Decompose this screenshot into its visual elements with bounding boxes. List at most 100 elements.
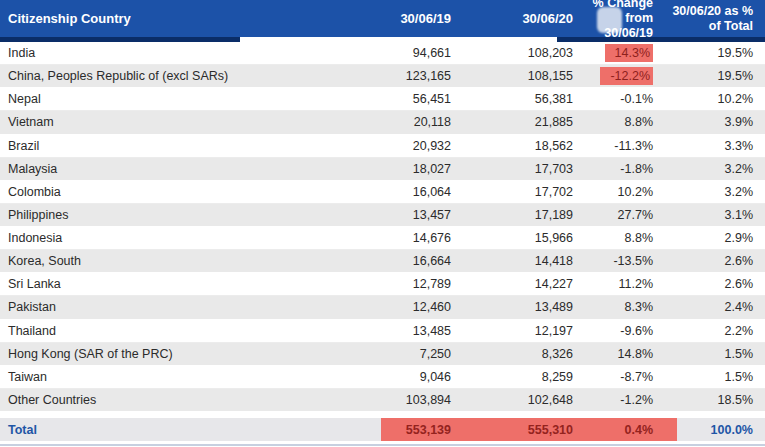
row-value-30-06-19: 20,932	[381, 139, 451, 153]
citizenship-country-table: Citizenship Country 30/06/19 30/06/20 % …	[0, 0, 765, 447]
highlighted-change-value: 14.3%	[605, 44, 653, 62]
row-value-30-06-19: 94,661	[381, 46, 451, 60]
row-pct-of-total: 2.6%	[653, 254, 753, 268]
column-header-30-06-20: 30/06/20	[451, 11, 573, 26]
row-country: Colombia	[0, 185, 381, 199]
cursor-artifact	[597, 7, 622, 33]
row-country: China, Peoples Republic of (excl SARs)	[0, 69, 381, 83]
row-value-30-06-20: 13,489	[451, 300, 573, 314]
total-value-30-06-19: 553,139	[381, 418, 451, 441]
total-pct-of-total: 100.0%	[677, 418, 753, 441]
table-row: Nepal56,45156,381-0.1%10.2%	[0, 88, 765, 111]
row-value-30-06-19: 12,789	[381, 277, 451, 291]
table-row: Korea, South16,66414,418-13.5%2.6%	[0, 250, 765, 273]
table-row: Thailand13,48512,197-9.6%2.2%	[0, 320, 765, 343]
row-pct-change: 8.3%	[573, 300, 653, 314]
table-row: Hong Kong (SAR of the PRC)7,2508,32614.8…	[0, 343, 765, 366]
total-pct-change: 0.4%	[573, 418, 677, 441]
row-country: Other Countries	[0, 393, 381, 407]
row-pct-change: -8.7%	[573, 370, 653, 384]
row-value-30-06-19: 9,046	[381, 370, 451, 384]
row-pct-of-total: 3.2%	[653, 162, 753, 176]
row-value-30-06-20: 8,259	[451, 370, 573, 384]
table-row: Vietnam20,11821,8858.8%3.9%	[0, 111, 765, 134]
row-value-30-06-19: 7,250	[381, 347, 451, 361]
total-label: Total	[0, 418, 381, 441]
row-pct-change: -13.5%	[573, 254, 653, 268]
row-country: Indonesia	[0, 231, 381, 245]
row-value-30-06-19: 16,664	[381, 254, 451, 268]
row-value-30-06-19: 18,027	[381, 162, 451, 176]
row-country: Pakistan	[0, 300, 381, 314]
table-row: Taiwan9,0468,259-8.7%1.5%	[0, 366, 765, 389]
row-pct-change: 27.7%	[573, 208, 653, 222]
row-value-30-06-20: 17,189	[451, 208, 573, 222]
row-value-30-06-20: 18,562	[451, 139, 573, 153]
table-row: Other Countries103,894102,648-1.2%18.5%	[0, 389, 765, 412]
row-value-30-06-19: 14,676	[381, 231, 451, 245]
row-value-30-06-19: 20,118	[381, 115, 451, 129]
row-pct-change: -1.8%	[573, 162, 653, 176]
row-country: Hong Kong (SAR of the PRC)	[0, 347, 381, 361]
header-bottom-border	[0, 37, 765, 42]
row-value-30-06-20: 14,418	[451, 254, 573, 268]
row-pct-of-total: 3.9%	[653, 115, 753, 129]
row-pct-change: 8.8%	[573, 115, 653, 129]
table-row: Sri Lanka12,78914,22711.2%2.6%	[0, 273, 765, 296]
table-body: India94,661108,20314.3%19.5%China, Peopl…	[0, 42, 765, 412]
row-pct-change: 11.2%	[573, 277, 653, 291]
row-value-30-06-20: 12,197	[451, 324, 573, 338]
row-pct-change: 8.8%	[573, 231, 653, 245]
row-pct-change: -12.2%	[573, 67, 653, 85]
table-row: Pakistan12,46013,4898.3%2.4%	[0, 296, 765, 319]
row-pct-of-total: 2.6%	[653, 277, 753, 291]
table-row: Indonesia14,67615,9668.8%2.9%	[0, 227, 765, 250]
table-row: Colombia16,06417,70210.2%3.2%	[0, 181, 765, 204]
row-value-30-06-19: 123,165	[381, 69, 451, 83]
row-pct-of-total: 2.2%	[653, 324, 753, 338]
row-value-30-06-19: 13,457	[381, 208, 451, 222]
table-row: China, Peoples Republic of (excl SARs)12…	[0, 65, 765, 88]
row-pct-change: -0.1%	[573, 92, 653, 106]
row-country: Malaysia	[0, 162, 381, 176]
row-pct-of-total: 1.5%	[653, 347, 753, 361]
row-value-30-06-20: 108,155	[451, 69, 573, 83]
column-header-30-06-19: 30/06/19	[381, 11, 451, 26]
row-country: India	[0, 46, 381, 60]
column-header-citizenship-country: Citizenship Country	[0, 11, 381, 26]
table-row: Philippines13,45717,18927.7%3.1%	[0, 204, 765, 227]
row-value-30-06-20: 17,703	[451, 162, 573, 176]
table-row: Malaysia18,02717,703-1.8%3.2%	[0, 158, 765, 181]
row-pct-change: -11.3%	[573, 139, 653, 153]
row-value-30-06-20: 56,381	[451, 92, 573, 106]
row-value-30-06-19: 13,485	[381, 324, 451, 338]
highlighted-change-value: -12.2%	[600, 67, 653, 85]
row-value-30-06-19: 56,451	[381, 92, 451, 106]
row-pct-of-total: 1.5%	[653, 370, 753, 384]
total-row: Total 553,139 555,310 0.4% 100.0%	[0, 418, 765, 441]
row-pct-change: -1.2%	[573, 393, 653, 407]
table-header-row: Citizenship Country 30/06/19 30/06/20 % …	[0, 0, 765, 37]
row-country: Philippines	[0, 208, 381, 222]
row-pct-change: -9.6%	[573, 324, 653, 338]
row-country: Korea, South	[0, 254, 381, 268]
row-pct-change: 10.2%	[573, 185, 653, 199]
row-pct-of-total: 2.4%	[653, 300, 753, 314]
row-country: Nepal	[0, 92, 381, 106]
column-header-pct-of-total-line1: 30/06/20 as %	[653, 4, 753, 19]
row-value-30-06-20: 102,648	[451, 393, 573, 407]
row-country: Sri Lanka	[0, 277, 381, 291]
row-pct-of-total: 2.9%	[653, 231, 753, 245]
row-pct-of-total: 19.5%	[653, 69, 753, 83]
row-value-30-06-19: 16,064	[381, 185, 451, 199]
row-country: Vietnam	[0, 115, 381, 129]
row-country: Taiwan	[0, 370, 381, 384]
row-value-30-06-20: 8,326	[451, 347, 573, 361]
total-value-30-06-20: 555,310	[451, 418, 573, 441]
row-pct-of-total: 3.2%	[653, 185, 753, 199]
selection-artifact	[240, 37, 557, 48]
column-header-pct-of-total-line2: of Total	[653, 19, 753, 34]
row-value-30-06-20: 14,227	[451, 277, 573, 291]
row-pct-of-total: 10.2%	[653, 92, 753, 106]
row-pct-of-total: 3.1%	[653, 208, 753, 222]
